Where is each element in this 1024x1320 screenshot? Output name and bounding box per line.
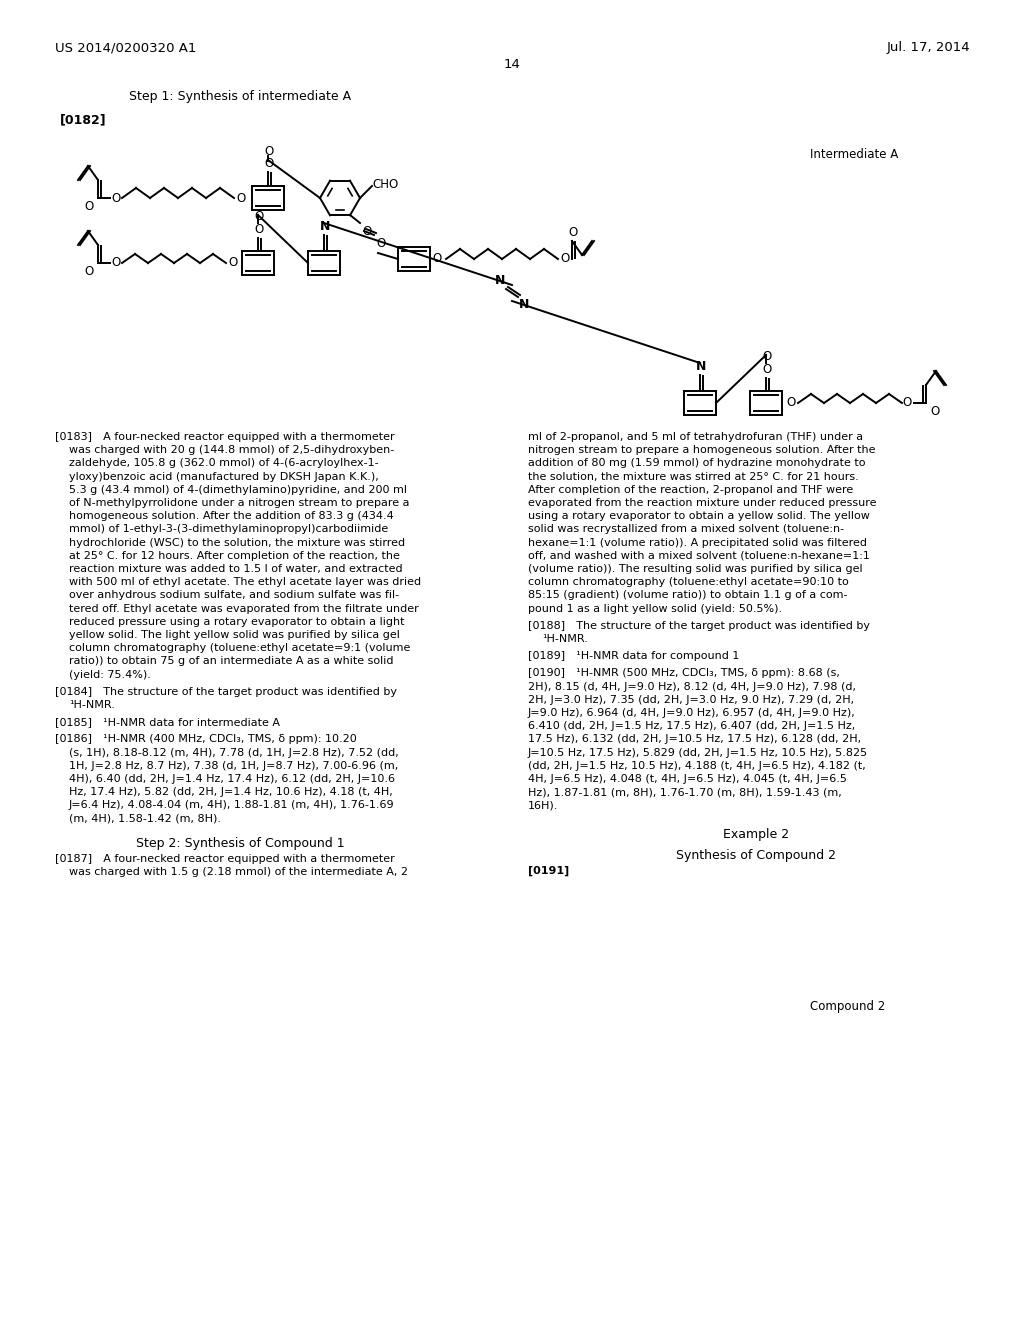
Text: O: O bbox=[763, 363, 772, 376]
Text: O: O bbox=[264, 157, 273, 170]
Text: [0190] ¹H-NMR (500 MHz, CDCl₃, TMS, δ ppm): 8.68 (s,: [0190] ¹H-NMR (500 MHz, CDCl₃, TMS, δ pp… bbox=[528, 668, 840, 678]
Text: O: O bbox=[254, 223, 263, 236]
Text: column chromatography (toluene:ethyl acetate=9:1 (volume: column chromatography (toluene:ethyl ace… bbox=[69, 643, 411, 653]
Text: (dd, 2H, J=1.5 Hz, 10.5 Hz), 4.188 (t, 4H, J=6.5 Hz), 4.182 (t,: (dd, 2H, J=1.5 Hz, 10.5 Hz), 4.188 (t, 4… bbox=[528, 760, 865, 771]
Text: O: O bbox=[376, 238, 385, 249]
Text: 2H), 8.15 (d, 4H, J=9.0 Hz), 8.12 (d, 4H, J=9.0 Hz), 7.98 (d,: 2H), 8.15 (d, 4H, J=9.0 Hz), 8.12 (d, 4H… bbox=[528, 681, 856, 692]
Text: ¹H-NMR.: ¹H-NMR. bbox=[542, 634, 588, 644]
Text: Hz), 1.87-1.81 (m, 8H), 1.76-1.70 (m, 8H), 1.59-1.43 (m,: Hz), 1.87-1.81 (m, 8H), 1.76-1.70 (m, 8H… bbox=[528, 787, 842, 797]
Text: yellow solid. The light yellow solid was purified by silica gel: yellow solid. The light yellow solid was… bbox=[69, 630, 400, 640]
Text: (m, 4H), 1.58-1.42 (m, 8H).: (m, 4H), 1.58-1.42 (m, 8H). bbox=[69, 813, 221, 824]
Text: at 25° C. for 12 hours. After completion of the reaction, the: at 25° C. for 12 hours. After completion… bbox=[69, 550, 400, 561]
Text: Synthesis of Compound 2: Synthesis of Compound 2 bbox=[676, 849, 836, 862]
Text: 5.3 g (43.4 mmol) of 4-(dimethylamino)pyridine, and 200 ml: 5.3 g (43.4 mmol) of 4-(dimethylamino)py… bbox=[69, 484, 407, 495]
Text: of N-methylpyrrolidone under a nitrogen stream to prepare a: of N-methylpyrrolidone under a nitrogen … bbox=[69, 498, 410, 508]
Text: Intermediate A: Intermediate A bbox=[810, 148, 898, 161]
Text: zaldehyde, 105.8 g (362.0 mmol) of 4-(6-acryloylhex-1-: zaldehyde, 105.8 g (362.0 mmol) of 4-(6-… bbox=[69, 458, 379, 469]
Text: Step 1: Synthesis of intermediate A: Step 1: Synthesis of intermediate A bbox=[129, 90, 351, 103]
Text: solid was recrystallized from a mixed solvent (toluene:n-: solid was recrystallized from a mixed so… bbox=[528, 524, 844, 535]
Text: [0187] A four-necked reactor equipped with a thermometer: [0187] A four-necked reactor equipped wi… bbox=[55, 854, 394, 865]
Text: 4H), 6.40 (dd, 2H, J=1.4 Hz, 17.4 Hz), 6.12 (dd, 2H, J=10.6: 4H), 6.40 (dd, 2H, J=1.4 Hz, 17.4 Hz), 6… bbox=[69, 774, 395, 784]
Text: was charged with 1.5 g (2.18 mmol) of the intermediate A, 2: was charged with 1.5 g (2.18 mmol) of th… bbox=[69, 867, 408, 878]
Text: J=10.5 Hz, 17.5 Hz), 5.829 (dd, 2H, J=1.5 Hz, 10.5 Hz), 5.825: J=10.5 Hz, 17.5 Hz), 5.829 (dd, 2H, J=1.… bbox=[528, 747, 868, 758]
Text: with 500 ml of ethyl acetate. The ethyl acetate layer was dried: with 500 ml of ethyl acetate. The ethyl … bbox=[69, 577, 421, 587]
Text: over anhydrous sodium sulfate, and sodium sulfate was fil-: over anhydrous sodium sulfate, and sodiu… bbox=[69, 590, 399, 601]
Text: 14: 14 bbox=[504, 58, 520, 71]
Text: N: N bbox=[495, 275, 505, 288]
Text: ml of 2-propanol, and 5 ml of tetrahydrofuran (THF) under a: ml of 2-propanol, and 5 ml of tetrahydro… bbox=[528, 432, 863, 442]
Text: Step 2: Synthesis of Compound 1: Step 2: Synthesis of Compound 1 bbox=[136, 837, 344, 850]
Text: the solution, the mixture was stirred at 25° C. for 21 hours.: the solution, the mixture was stirred at… bbox=[528, 471, 859, 482]
Text: [0184] The structure of the target product was identified by: [0184] The structure of the target produ… bbox=[55, 686, 397, 697]
Text: [0186] ¹H-NMR (400 MHz, CDCl₃, TMS, δ ppm): 10.20: [0186] ¹H-NMR (400 MHz, CDCl₃, TMS, δ pp… bbox=[55, 734, 356, 744]
Text: ¹H-NMR.: ¹H-NMR. bbox=[69, 700, 115, 710]
Text: was charged with 20 g (144.8 mmol) of 2,5-dihydroxyben-: was charged with 20 g (144.8 mmol) of 2,… bbox=[69, 445, 394, 455]
Text: 1H, J=2.8 Hz, 8.7 Hz), 7.38 (d, 1H, J=8.7 Hz), 7.00-6.96 (m,: 1H, J=2.8 Hz, 8.7 Hz), 7.38 (d, 1H, J=8.… bbox=[69, 760, 398, 771]
Text: J=6.4 Hz), 4.08-4.04 (m, 4H), 1.88-1.81 (m, 4H), 1.76-1.69: J=6.4 Hz), 4.08-4.04 (m, 4H), 1.88-1.81 … bbox=[69, 800, 394, 810]
Text: O: O bbox=[236, 191, 246, 205]
Text: mmol) of 1-ethyl-3-(3-dimethylaminopropyl)carbodiimide: mmol) of 1-ethyl-3-(3-dimethylaminopropy… bbox=[69, 524, 388, 535]
Text: Compound 2: Compound 2 bbox=[810, 1001, 886, 1012]
Text: [0182]: [0182] bbox=[60, 114, 106, 125]
Text: nitrogen stream to prepare a homogeneous solution. After the: nitrogen stream to prepare a homogeneous… bbox=[528, 445, 876, 455]
Text: off, and washed with a mixed solvent (toluene:n-hexane=1:1: off, and washed with a mixed solvent (to… bbox=[528, 550, 869, 561]
Text: ratio)) to obtain 75 g of an intermediate A as a white solid: ratio)) to obtain 75 g of an intermediat… bbox=[69, 656, 393, 667]
Text: [0189] ¹H-NMR data for compound 1: [0189] ¹H-NMR data for compound 1 bbox=[528, 651, 739, 661]
Text: yloxy)benzoic acid (manufactured by DKSH Japan K.K.),: yloxy)benzoic acid (manufactured by DKSH… bbox=[69, 471, 379, 482]
Text: O: O bbox=[568, 226, 578, 239]
Text: column chromatography (toluene:ethyl acetate=90:10 to: column chromatography (toluene:ethyl ace… bbox=[528, 577, 849, 587]
Text: O: O bbox=[786, 396, 796, 409]
Text: Jul. 17, 2014: Jul. 17, 2014 bbox=[887, 41, 970, 54]
Text: [0185] ¹H-NMR data for intermediate A: [0185] ¹H-NMR data for intermediate A bbox=[55, 717, 280, 727]
Text: O: O bbox=[254, 210, 263, 223]
Text: CHO: CHO bbox=[372, 177, 398, 190]
Text: homogeneous solution. After the addition of 83.3 g (434.4: homogeneous solution. After the addition… bbox=[69, 511, 394, 521]
Text: [0188] The structure of the target product was identified by: [0188] The structure of the target produ… bbox=[528, 620, 870, 631]
Text: O: O bbox=[931, 405, 940, 418]
Text: [0191]: [0191] bbox=[528, 866, 569, 876]
Text: 85:15 (gradient) (volume ratio)) to obtain 1.1 g of a com-: 85:15 (gradient) (volume ratio)) to obta… bbox=[528, 590, 848, 601]
Text: pound 1 as a light yellow solid (yield: 50.5%).: pound 1 as a light yellow solid (yield: … bbox=[528, 603, 782, 614]
Text: After completion of the reaction, 2-propanol and THF were: After completion of the reaction, 2-prop… bbox=[528, 484, 853, 495]
Text: (volume ratio)). The resulting solid was purified by silica gel: (volume ratio)). The resulting solid was… bbox=[528, 564, 862, 574]
Text: hexane=1:1 (volume ratio)). A precipitated solid was filtered: hexane=1:1 (volume ratio)). A precipitat… bbox=[528, 537, 867, 548]
Text: O: O bbox=[763, 350, 772, 363]
Text: 4H, J=6.5 Hz), 4.048 (t, 4H, J=6.5 Hz), 4.045 (t, 4H, J=6.5: 4H, J=6.5 Hz), 4.048 (t, 4H, J=6.5 Hz), … bbox=[528, 774, 847, 784]
Text: tered off. Ethyl acetate was evaporated from the filtrate under: tered off. Ethyl acetate was evaporated … bbox=[69, 603, 419, 614]
Text: 17.5 Hz), 6.132 (dd, 2H, J=10.5 Hz, 17.5 Hz), 6.128 (dd, 2H,: 17.5 Hz), 6.132 (dd, 2H, J=10.5 Hz, 17.5… bbox=[528, 734, 861, 744]
Text: O: O bbox=[84, 201, 93, 213]
Text: O: O bbox=[362, 224, 372, 238]
Text: O: O bbox=[903, 396, 912, 409]
Text: N: N bbox=[519, 298, 529, 312]
Text: hydrochloride (WSC) to the solution, the mixture was stirred: hydrochloride (WSC) to the solution, the… bbox=[69, 537, 406, 548]
Text: N: N bbox=[319, 220, 330, 234]
Text: O: O bbox=[432, 252, 441, 265]
Text: Example 2: Example 2 bbox=[723, 828, 790, 841]
Text: evaporated from the reaction mixture under reduced pressure: evaporated from the reaction mixture und… bbox=[528, 498, 877, 508]
Text: reaction mixture was added to 1.5 l of water, and extracted: reaction mixture was added to 1.5 l of w… bbox=[69, 564, 402, 574]
Text: O: O bbox=[111, 191, 120, 205]
Text: O: O bbox=[560, 252, 569, 265]
Text: (yield: 75.4%).: (yield: 75.4%). bbox=[69, 669, 151, 680]
Text: addition of 80 mg (1.59 mmol) of hydrazine monohydrate to: addition of 80 mg (1.59 mmol) of hydrazi… bbox=[528, 458, 865, 469]
Text: 6.410 (dd, 2H, J=1.5 Hz, 17.5 Hz), 6.407 (dd, 2H, J=1.5 Hz,: 6.410 (dd, 2H, J=1.5 Hz, 17.5 Hz), 6.407… bbox=[528, 721, 855, 731]
Text: O: O bbox=[84, 265, 93, 279]
Text: US 2014/0200320 A1: US 2014/0200320 A1 bbox=[55, 41, 197, 54]
Text: 2H, J=3.0 Hz), 7.35 (dd, 2H, J=3.0 Hz, 9.0 Hz), 7.29 (d, 2H,: 2H, J=3.0 Hz), 7.35 (dd, 2H, J=3.0 Hz, 9… bbox=[528, 694, 854, 705]
Text: J=9.0 Hz), 6.964 (d, 4H, J=9.0 Hz), 6.957 (d, 4H, J=9.0 Hz),: J=9.0 Hz), 6.964 (d, 4H, J=9.0 Hz), 6.95… bbox=[528, 708, 856, 718]
Text: (s, 1H), 8.18-8.12 (m, 4H), 7.78 (d, 1H, J=2.8 Hz), 7.52 (dd,: (s, 1H), 8.18-8.12 (m, 4H), 7.78 (d, 1H,… bbox=[69, 747, 398, 758]
Text: O: O bbox=[111, 256, 120, 269]
Text: O: O bbox=[264, 145, 273, 158]
Text: reduced pressure using a rotary evaporator to obtain a light: reduced pressure using a rotary evaporat… bbox=[69, 616, 404, 627]
Text: Hz, 17.4 Hz), 5.82 (dd, 2H, J=1.4 Hz, 10.6 Hz), 4.18 (t, 4H,: Hz, 17.4 Hz), 5.82 (dd, 2H, J=1.4 Hz, 10… bbox=[69, 787, 393, 797]
Text: [0183] A four-necked reactor equipped with a thermometer: [0183] A four-necked reactor equipped wi… bbox=[55, 432, 394, 442]
Text: 16H).: 16H). bbox=[528, 800, 558, 810]
Text: N: N bbox=[696, 360, 707, 374]
Text: using a rotary evaporator to obtain a yellow solid. The yellow: using a rotary evaporator to obtain a ye… bbox=[528, 511, 869, 521]
Text: O: O bbox=[228, 256, 238, 269]
